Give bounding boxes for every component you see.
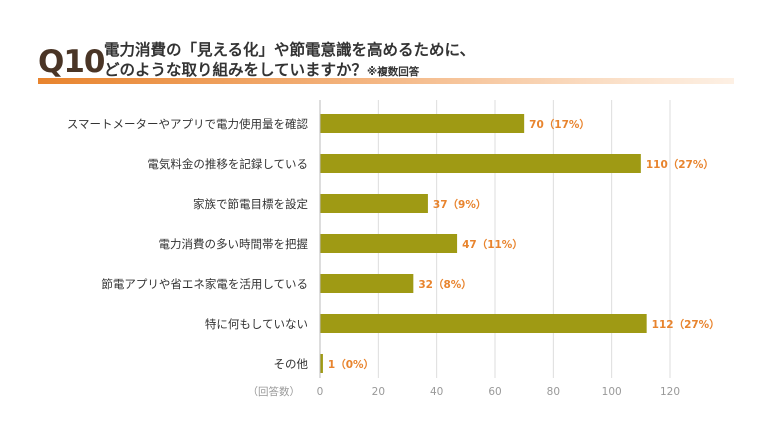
x-tick-label: 80 <box>547 386 560 398</box>
x-tick-label: 0 <box>317 386 324 398</box>
x-tick-label: 120 <box>660 386 680 398</box>
question-title-line2-wrap: どのような取り組みをしていますか？※複数回答 <box>104 60 475 82</box>
data-label: 47（11%） <box>462 238 523 251</box>
question-number: Q10 <box>38 44 105 80</box>
bar <box>320 154 641 173</box>
category-label: スマートメーターやアプリで電力使用量を確認 <box>67 117 309 131</box>
bar <box>320 354 323 373</box>
x-axis-label: （回答数） <box>248 385 301 398</box>
data-label: 1（0%） <box>328 358 374 371</box>
category-label: その他 <box>274 357 309 371</box>
bar <box>320 314 647 333</box>
bar <box>320 114 525 133</box>
x-tick-label: 100 <box>602 386 622 398</box>
question-title-line2: どのような取り組みをしていますか？ <box>104 61 368 79</box>
bar <box>320 234 458 253</box>
data-label: 32（8%） <box>418 278 471 291</box>
category-label: 電力消費の多い時間帯を把握 <box>159 237 309 251</box>
x-tick-label: 60 <box>488 386 501 398</box>
category-label: 家族で節電目標を設定 <box>193 197 308 211</box>
data-label: 70（17%） <box>529 118 590 131</box>
question-title: 電力消費の「見える化」や節電意識を高めるために、 どのような取り組みをしています… <box>104 40 475 82</box>
question-title-line1: 電力消費の「見える化」や節電意識を高めるために、 <box>104 41 476 59</box>
data-label: 37（9%） <box>433 198 486 211</box>
bar <box>320 274 414 293</box>
bar <box>320 194 428 213</box>
category-label: 電気料金の推移を記録している <box>147 157 308 171</box>
multiple-answer-note: ※複数回答 <box>367 66 420 78</box>
title-underline <box>38 78 734 84</box>
x-tick-label: 20 <box>372 386 385 398</box>
category-label: 節電アプリや省エネ家電を活用している <box>101 277 308 291</box>
category-label: 特に何もしていない <box>205 317 308 331</box>
data-label: 110（27%） <box>646 158 714 171</box>
data-label: 112（27%） <box>652 318 720 331</box>
x-tick-label: 40 <box>430 386 443 398</box>
